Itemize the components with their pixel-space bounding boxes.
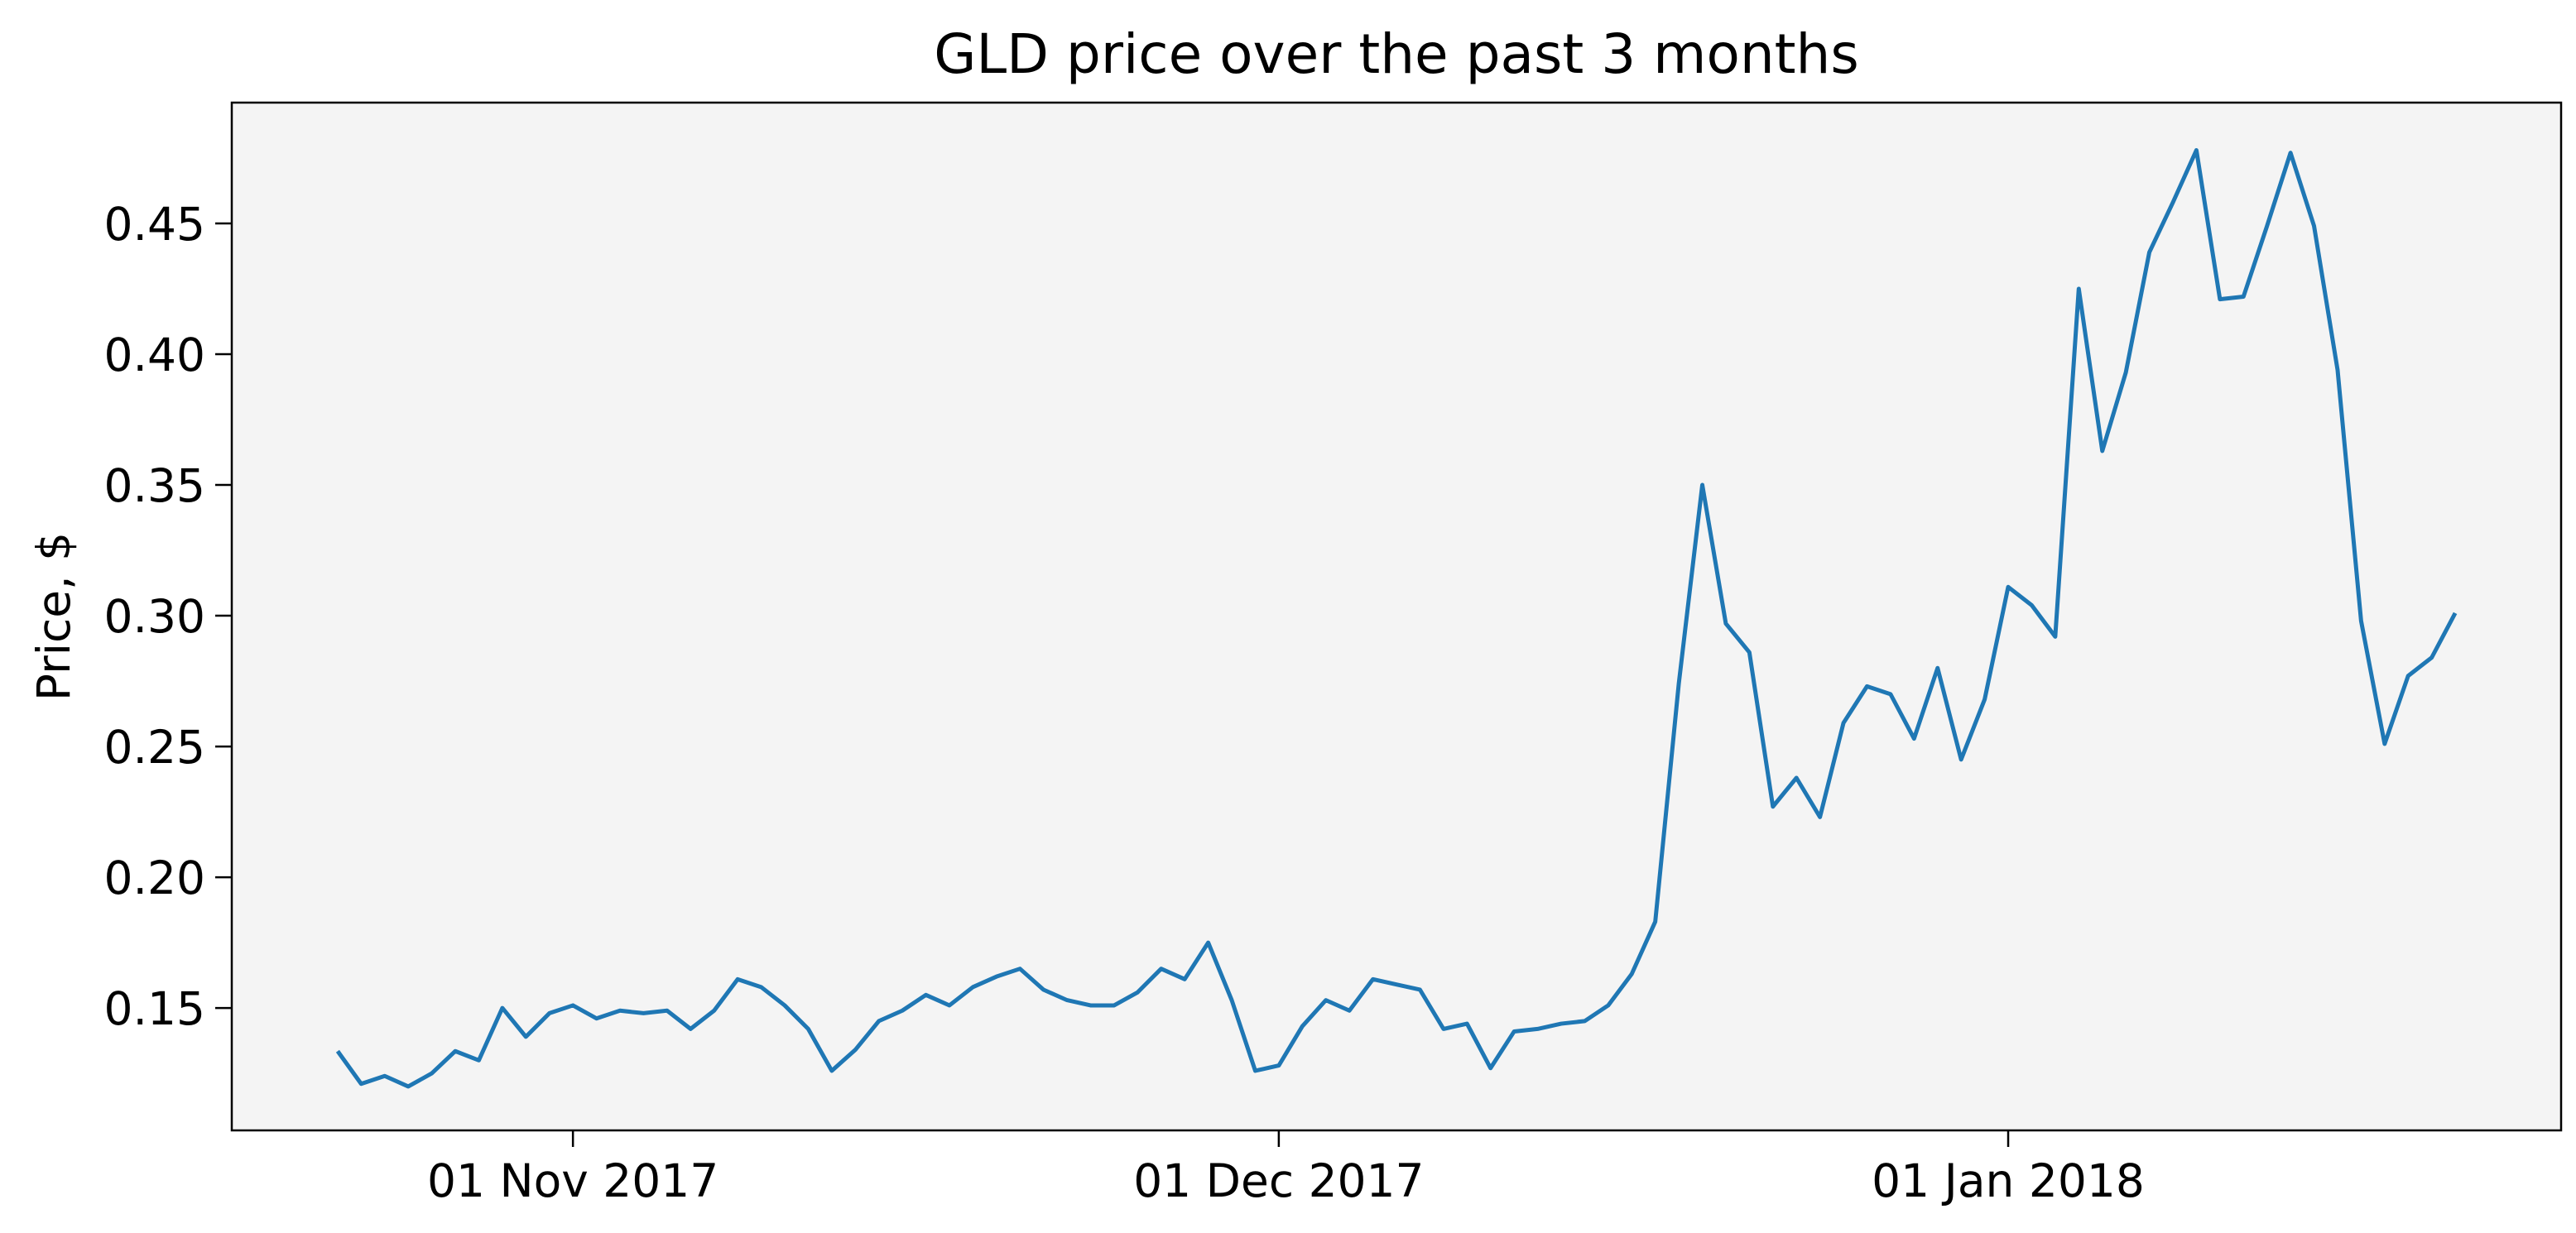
y-tick-label: 0.40 — [104, 329, 205, 381]
x-tick-label: 01 Nov 2017 — [427, 1154, 718, 1207]
y-tick-label: 0.45 — [104, 198, 205, 251]
plot-area — [232, 103, 2561, 1130]
y-tick-label: 0.15 — [104, 982, 205, 1035]
axes-frame — [230, 101, 2563, 1132]
y-tick-label: 0.30 — [104, 590, 205, 643]
chart-title: GLD price over the past 3 months — [934, 22, 1859, 86]
price-line — [335, 148, 2458, 1089]
y-tick-label: 0.25 — [104, 721, 205, 774]
y-axis-label: Price, $ — [27, 532, 80, 701]
x-tick-label: 01 Dec 2017 — [1133, 1154, 1424, 1207]
y-tick-label: 0.20 — [104, 852, 205, 904]
y-tick-label: 0.35 — [104, 459, 205, 512]
x-tick-label: 01 Jan 2018 — [1872, 1154, 2145, 1207]
